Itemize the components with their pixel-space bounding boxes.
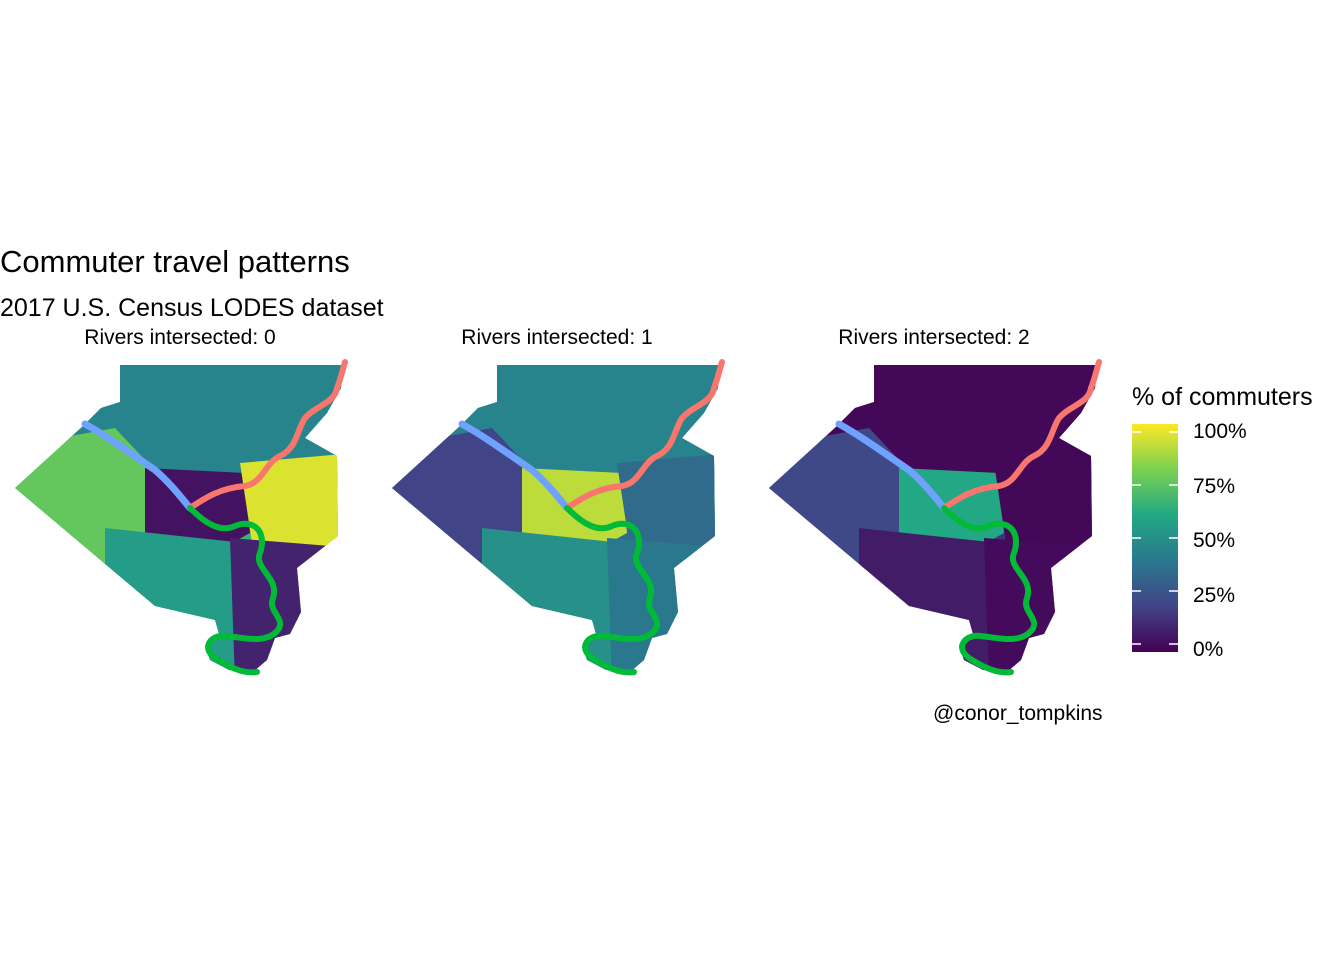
legend-label-0: 0% [1193, 638, 1224, 661]
region-southeast-1 [607, 538, 720, 672]
region-southeast-2 [984, 538, 1097, 672]
allegheny-river-1 [564, 359, 725, 511]
map-panel-1 [392, 359, 725, 676]
ohio-river-0 [81, 420, 194, 512]
legend-title: % of commuters [1132, 383, 1313, 411]
region-south-2 [859, 528, 999, 672]
legend-label-50: 50% [1193, 529, 1236, 552]
region-south-1 [482, 528, 622, 672]
monongahela-river-0 [187, 505, 284, 676]
facet-label-1: Rivers intersected: 1 [461, 326, 653, 349]
monongahela-river-2 [941, 505, 1038, 676]
legend-label-100: 100% [1193, 420, 1247, 443]
facet-label-2: Rivers intersected: 2 [838, 326, 1030, 349]
allegheny-river-0 [187, 359, 348, 511]
monongahela-river-1 [564, 505, 661, 676]
legend-label-25: 25% [1193, 584, 1236, 607]
legend-label-75: 75% [1193, 475, 1236, 498]
map-panel-0 [15, 359, 348, 676]
region-east-1 [617, 453, 720, 563]
region-southeast-0 [230, 538, 343, 672]
region-south-0 [105, 528, 245, 672]
ohio-river-1 [458, 420, 571, 512]
legend-colorbar [1132, 424, 1178, 652]
facet-label-0: Rivers intersected: 0 [84, 326, 276, 349]
map-panel-2 [769, 359, 1102, 676]
ohio-river-2 [835, 420, 948, 512]
plot-caption: @conor_tompkins [933, 702, 1103, 725]
allegheny-river-2 [941, 359, 1102, 511]
plot-subtitle: 2017 U.S. Census LODES dataset [0, 294, 384, 322]
region-east-0 [240, 453, 343, 563]
region-east-2 [994, 453, 1097, 563]
plot-title: Commuter travel patterns [0, 244, 350, 279]
